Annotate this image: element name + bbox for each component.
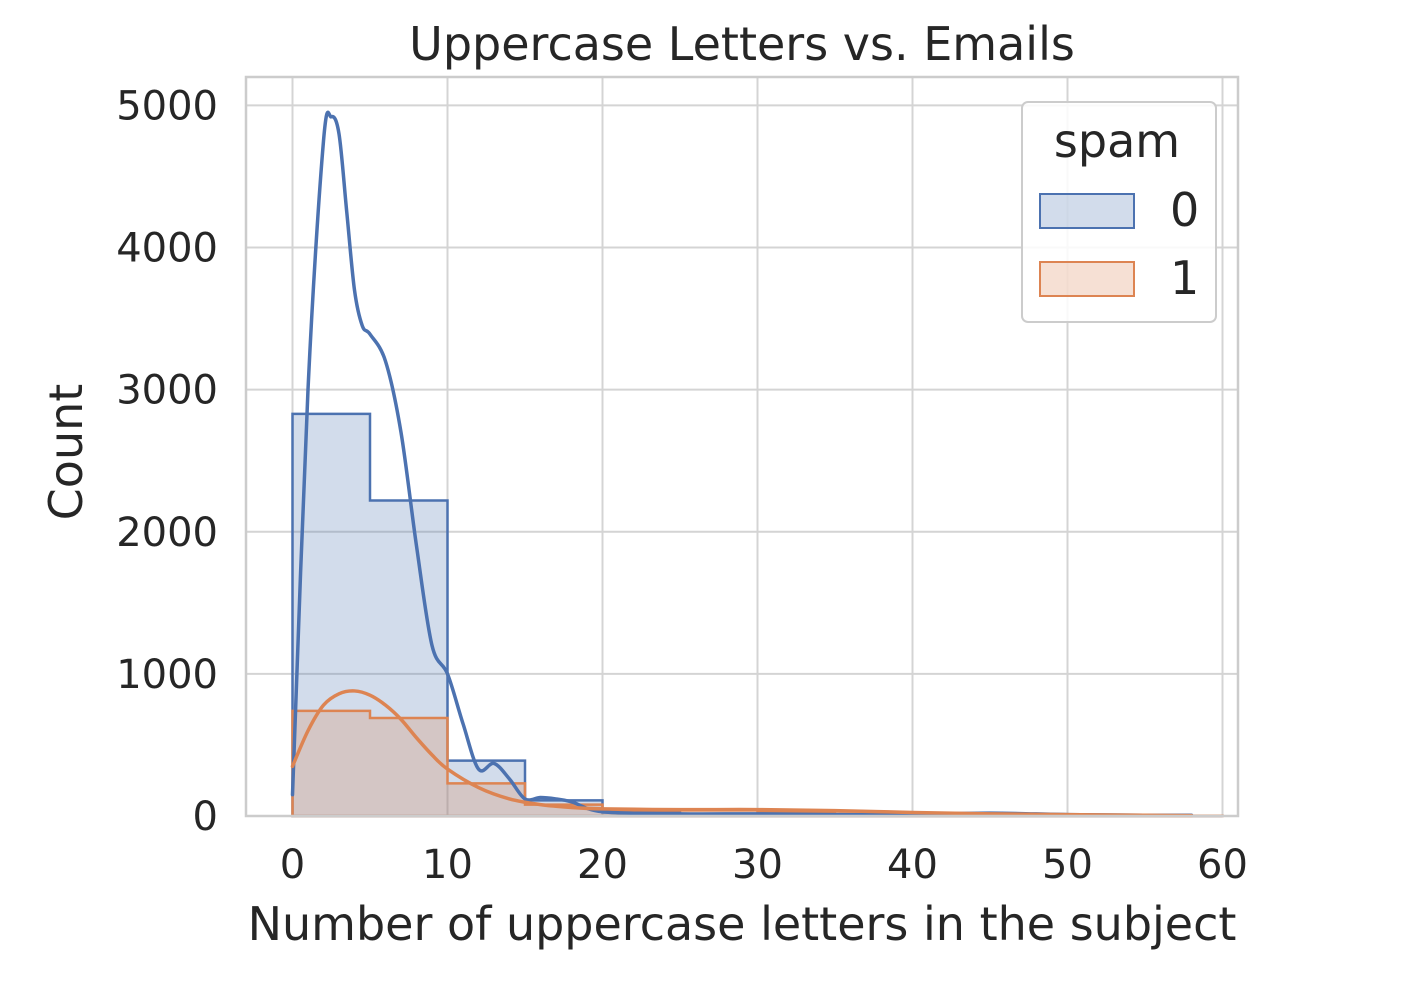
x-tick-label: 20	[577, 842, 628, 888]
x-tick-label: 60	[1197, 842, 1248, 888]
x-tick-label: 40	[887, 842, 938, 888]
legend-label-1: 1	[1170, 251, 1199, 305]
kde-line-1	[290, 689, 1194, 818]
legend-title: spam	[1054, 114, 1180, 168]
legend: spam 0 1	[1021, 101, 1217, 323]
x-tick-label: 10	[422, 842, 473, 888]
kde-curves	[290, 110, 1194, 818]
x-tick-label: 30	[732, 842, 783, 888]
plot-frame	[244, 75, 1240, 818]
x-axis-label: Number of uppercase letters in the subje…	[248, 897, 1237, 951]
y-tick-labels: 0 1000 2000 3000 4000 5000	[116, 83, 218, 840]
legend-swatch-1	[1039, 261, 1135, 297]
x-tick-label: 0	[280, 842, 305, 888]
y-tick-label: 4000	[116, 226, 218, 272]
chart-title: Uppercase Letters vs. Emails	[409, 17, 1075, 71]
legend-label-0: 0	[1170, 183, 1199, 237]
y-tick-label: 5000	[116, 83, 218, 129]
y-axis-label: Count	[39, 384, 93, 521]
y-tick-label: 3000	[116, 368, 218, 414]
kde-line-0	[290, 110, 1194, 818]
legend-swatch-0	[1039, 193, 1135, 229]
y-tick-label: 1000	[116, 652, 218, 698]
legend-box	[1021, 101, 1217, 323]
y-tick-label: 0	[193, 794, 218, 840]
x-tick-labels: 0 10 20 30 40 50 60	[280, 842, 1248, 888]
x-tick-label: 50	[1042, 842, 1093, 888]
y-tick-label: 2000	[116, 510, 218, 556]
